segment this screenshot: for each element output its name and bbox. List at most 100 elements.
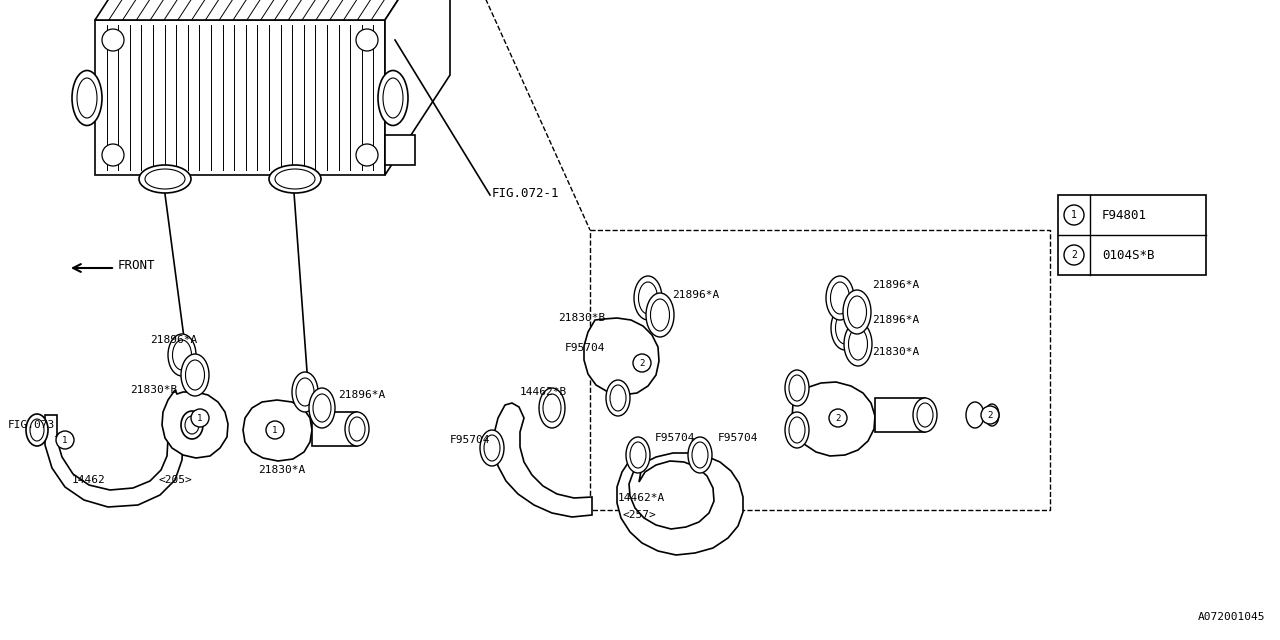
- Ellipse shape: [826, 276, 854, 320]
- Ellipse shape: [543, 394, 561, 422]
- Ellipse shape: [140, 165, 191, 193]
- Ellipse shape: [634, 354, 652, 372]
- Ellipse shape: [634, 276, 662, 320]
- Text: 1: 1: [273, 426, 278, 435]
- Ellipse shape: [844, 322, 872, 366]
- Text: 2: 2: [639, 358, 645, 367]
- Ellipse shape: [26, 414, 49, 446]
- Ellipse shape: [145, 169, 186, 189]
- Text: <205>: <205>: [157, 475, 192, 485]
- Text: F95704: F95704: [564, 343, 605, 353]
- Text: A072001045: A072001045: [1198, 612, 1265, 622]
- Polygon shape: [95, 20, 385, 175]
- Ellipse shape: [29, 419, 44, 441]
- Text: 2: 2: [987, 410, 993, 419]
- Polygon shape: [385, 0, 451, 175]
- Text: 2: 2: [836, 413, 841, 422]
- Text: 0104S*B: 0104S*B: [1102, 248, 1155, 262]
- Ellipse shape: [639, 282, 658, 314]
- Polygon shape: [243, 400, 312, 461]
- Ellipse shape: [539, 388, 564, 428]
- Ellipse shape: [314, 394, 332, 422]
- Text: 1: 1: [63, 435, 68, 445]
- Ellipse shape: [1064, 245, 1084, 265]
- Ellipse shape: [847, 296, 867, 328]
- Text: 21896*A: 21896*A: [672, 290, 719, 300]
- Ellipse shape: [308, 388, 335, 428]
- Ellipse shape: [77, 78, 97, 118]
- Ellipse shape: [831, 282, 850, 314]
- Polygon shape: [617, 453, 742, 555]
- Ellipse shape: [630, 442, 646, 468]
- Ellipse shape: [292, 372, 317, 412]
- Text: 21896*A: 21896*A: [872, 315, 919, 325]
- Ellipse shape: [626, 437, 650, 473]
- Ellipse shape: [266, 421, 284, 439]
- Polygon shape: [385, 135, 415, 165]
- Text: 21830*B: 21830*B: [131, 385, 177, 395]
- Polygon shape: [45, 415, 183, 507]
- Polygon shape: [792, 382, 876, 456]
- Ellipse shape: [849, 328, 868, 360]
- Ellipse shape: [966, 402, 984, 428]
- Ellipse shape: [346, 412, 369, 446]
- Text: F95704: F95704: [451, 435, 490, 445]
- Ellipse shape: [913, 398, 937, 432]
- Ellipse shape: [650, 299, 669, 331]
- Ellipse shape: [785, 370, 809, 406]
- Ellipse shape: [102, 29, 124, 51]
- Ellipse shape: [829, 409, 847, 427]
- Ellipse shape: [916, 403, 933, 427]
- Ellipse shape: [356, 144, 378, 166]
- Text: <257>: <257>: [622, 510, 655, 520]
- Text: F94801: F94801: [1102, 209, 1147, 221]
- Ellipse shape: [180, 354, 209, 396]
- Text: 21830*B: 21830*B: [558, 313, 605, 323]
- Ellipse shape: [836, 312, 855, 344]
- Ellipse shape: [191, 409, 209, 427]
- Text: F95704: F95704: [718, 433, 759, 443]
- Text: FIG.072-1: FIG.072-1: [492, 186, 559, 200]
- Ellipse shape: [831, 306, 859, 350]
- Text: 21896*A: 21896*A: [338, 390, 385, 400]
- Text: FRONT: FRONT: [118, 259, 155, 271]
- Text: 21896*A: 21896*A: [150, 335, 197, 345]
- Text: 1: 1: [197, 413, 202, 422]
- Ellipse shape: [275, 169, 315, 189]
- Ellipse shape: [480, 430, 504, 466]
- Ellipse shape: [646, 293, 675, 337]
- Ellipse shape: [785, 412, 809, 448]
- Ellipse shape: [356, 29, 378, 51]
- Ellipse shape: [173, 340, 192, 370]
- Ellipse shape: [611, 385, 626, 411]
- Ellipse shape: [180, 411, 204, 439]
- Ellipse shape: [788, 417, 805, 443]
- Text: 21830*A: 21830*A: [872, 347, 919, 357]
- Text: 14462: 14462: [72, 475, 106, 485]
- Bar: [1059, 195, 1206, 275]
- Bar: [312, 412, 357, 446]
- Ellipse shape: [349, 417, 365, 441]
- Polygon shape: [95, 0, 451, 20]
- Text: F95704: F95704: [655, 433, 695, 443]
- Text: 14462*B: 14462*B: [520, 387, 567, 397]
- Ellipse shape: [383, 78, 403, 118]
- Ellipse shape: [605, 380, 630, 416]
- Ellipse shape: [1064, 205, 1084, 225]
- Ellipse shape: [186, 360, 205, 390]
- Polygon shape: [494, 403, 593, 517]
- Ellipse shape: [168, 334, 196, 376]
- Polygon shape: [163, 390, 228, 458]
- Ellipse shape: [72, 70, 102, 125]
- Ellipse shape: [269, 165, 321, 193]
- Ellipse shape: [689, 437, 712, 473]
- Ellipse shape: [296, 378, 314, 406]
- Text: 2: 2: [1071, 250, 1076, 260]
- Ellipse shape: [378, 70, 408, 125]
- Ellipse shape: [844, 290, 870, 334]
- Text: 21896*A: 21896*A: [872, 280, 919, 290]
- Polygon shape: [584, 318, 659, 395]
- Ellipse shape: [186, 416, 198, 434]
- Ellipse shape: [56, 431, 74, 449]
- Ellipse shape: [484, 435, 500, 461]
